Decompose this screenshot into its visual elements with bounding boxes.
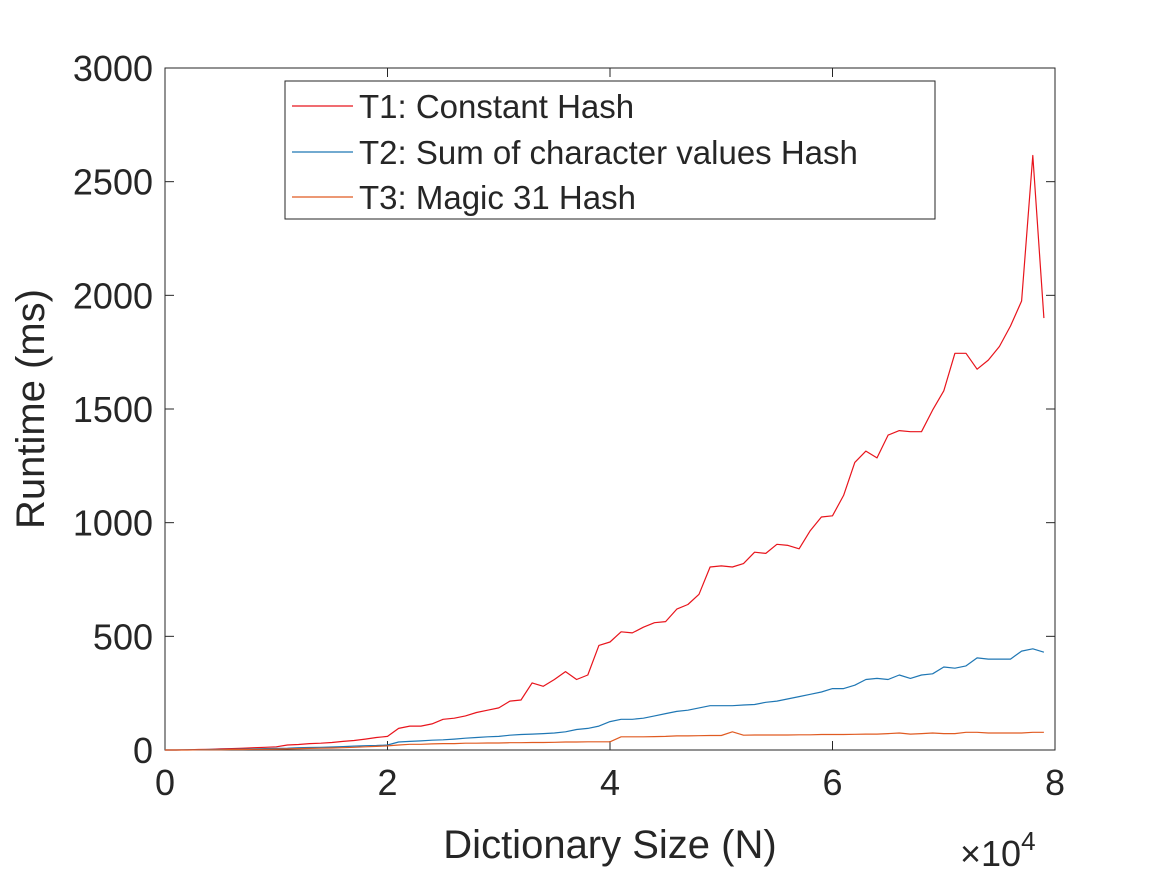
y-tick-label: 2500: [73, 162, 153, 203]
legend: T1: Constant Hash T2: Sum of character va…: [285, 81, 935, 219]
y-tick-label: 1500: [73, 389, 153, 430]
legend-label-3: T3: Magic 31 Hash: [359, 179, 636, 216]
x-tick-label: 2: [377, 762, 397, 803]
x-tick-label: 8: [1045, 762, 1065, 803]
y-tick-label: 0: [133, 730, 153, 771]
x-tick-label: 6: [822, 762, 842, 803]
x-axis-exponent-power: 4: [1021, 826, 1035, 856]
x-axis-title: Dictionary Size (N): [443, 823, 776, 867]
x-axis-exponent: ×104: [960, 826, 1036, 874]
y-tick-label: 3000: [73, 48, 153, 89]
y-axis-title: Runtime (ms): [9, 289, 53, 529]
y-tick-label: 500: [93, 616, 153, 657]
x-axis-exponent-prefix: ×10: [960, 833, 1021, 874]
legend-label-2: T2: Sum of character values Hash: [359, 134, 858, 171]
x-tick-label: 4: [600, 762, 620, 803]
y-tick-label: 2000: [73, 275, 153, 316]
x-tick-label: 0: [155, 762, 175, 803]
legend-label-1: T1: Constant Hash: [359, 88, 634, 125]
y-tick-label: 1000: [73, 503, 153, 544]
